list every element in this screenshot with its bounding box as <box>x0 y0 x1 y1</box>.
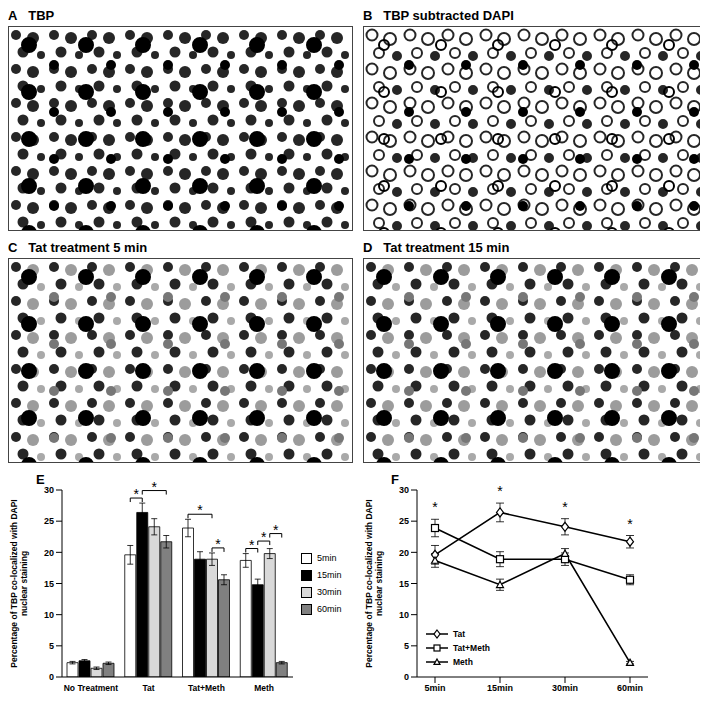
svg-text:F: F <box>391 472 399 487</box>
svg-text:20: 20 <box>44 548 54 558</box>
svg-text:*: * <box>249 537 255 553</box>
html-text:A: A <box>8 8 18 23</box>
html-text:15min: 15min <box>317 570 342 580</box>
svg-text:10: 10 <box>44 610 54 620</box>
html-text:D: D <box>363 240 373 255</box>
svg-text:15: 15 <box>44 579 54 589</box>
svg-text:20: 20 <box>399 548 409 558</box>
html-text:Meth: Meth <box>453 657 473 667</box>
svg-text:30: 30 <box>44 485 54 495</box>
svg-text:*: * <box>273 522 279 538</box>
svg-text:25: 25 <box>399 516 409 526</box>
svg-text:*: * <box>215 536 221 552</box>
html-text:Tat treatment 15 min: Tat treatment 15 min <box>383 240 510 255</box>
svg-text:60min: 60min <box>617 683 643 693</box>
svg-text:Tat: Tat <box>143 683 155 693</box>
html-text:B: B <box>363 8 373 23</box>
svg-text:*: * <box>627 516 633 532</box>
svg-text:*: * <box>152 479 158 495</box>
svg-text:No Treatment: No Treatment <box>64 683 118 693</box>
svg-text:5min: 5min <box>424 683 445 693</box>
svg-text:5: 5 <box>49 641 54 651</box>
svg-text:Percentage of TBP co-localized: Percentage of TBP co-localized with DAPI <box>364 499 374 667</box>
svg-text:*: * <box>497 483 503 499</box>
svg-text:15: 15 <box>399 579 409 589</box>
html-text:C: C <box>8 240 18 255</box>
html-text:60min: 60min <box>317 604 342 614</box>
svg-text:*: * <box>562 499 568 515</box>
svg-text:nuclear staining: nuclear staining <box>374 551 384 616</box>
svg-text:Percentage of TBP co-localized: Percentage of TBP co-localized with DAPI <box>9 499 19 667</box>
html-text:TBP: TBP <box>28 8 55 23</box>
svg-text:15min: 15min <box>487 683 513 693</box>
svg-text:nuclear staining: nuclear staining <box>19 551 29 616</box>
svg-text:0: 0 <box>404 672 409 682</box>
svg-text:30min: 30min <box>552 683 578 693</box>
svg-text:0: 0 <box>49 672 54 682</box>
svg-text:10: 10 <box>399 610 409 620</box>
svg-text:*: * <box>261 529 267 545</box>
svg-text:*: * <box>432 499 438 515</box>
svg-text:Tat+Meth: Tat+Meth <box>188 683 225 693</box>
svg-text:Meth: Meth <box>254 683 274 693</box>
svg-text:*: * <box>197 502 203 518</box>
html-text:TBP subtracted DAPI: TBP subtracted DAPI <box>383 8 514 23</box>
svg-text:E: E <box>36 472 45 487</box>
html-text:Tat: Tat <box>453 629 466 639</box>
svg-text:5: 5 <box>404 641 409 651</box>
html-text:5min: 5min <box>317 553 337 563</box>
svg-text:30: 30 <box>399 485 409 495</box>
svg-text:*: * <box>134 486 140 502</box>
svg-text:25: 25 <box>44 516 54 526</box>
html-text:Tat treatment 5 min: Tat treatment 5 min <box>28 240 148 255</box>
html-text:Tat+Meth: Tat+Meth <box>453 643 490 653</box>
html-text:30min: 30min <box>317 587 342 597</box>
